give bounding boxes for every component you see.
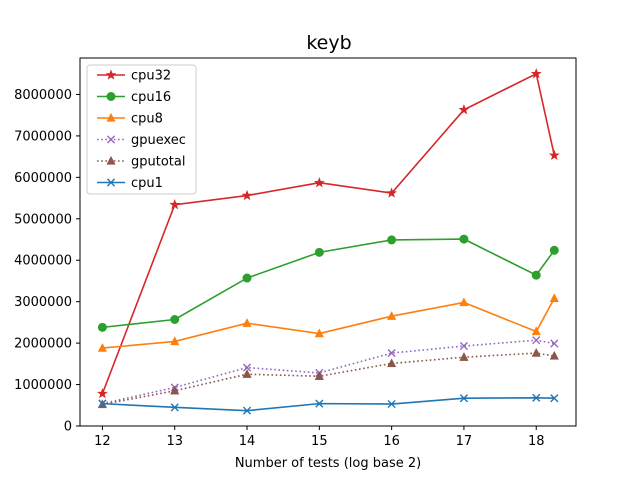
data-point-cpu8: [170, 336, 180, 346]
data-point-cpu16: [97, 322, 107, 332]
x-tick-label: 14: [239, 434, 256, 449]
plot-lines: [101, 72, 556, 412]
data-point-cpu1: [532, 393, 541, 402]
data-point-cpu1: [98, 399, 107, 408]
x-axis: 12 13 14 15 16 17 18: [94, 426, 545, 449]
y-tick-label: 6000000: [14, 171, 72, 186]
legend-marker-gputotal: [106, 155, 116, 165]
x-axis-label: Number of tests (log base 2): [235, 456, 421, 471]
data-point-cpu32: [313, 177, 325, 188]
data-point-cpu8: [549, 293, 559, 303]
series-line-cpu8: [102, 297, 556, 349]
x-tick-label: 15: [311, 434, 328, 449]
y-tick-label: 0: [64, 420, 72, 435]
legend-marker-cpu1: [106, 178, 116, 187]
data-point-gputotal: [459, 352, 469, 361]
legend-marker-cpu16: [106, 92, 116, 101]
data-point-cpu16: [387, 235, 397, 245]
chart-title: keyb: [306, 32, 351, 54]
data-point-cpu32: [97, 388, 108, 399]
x-tick-label: 12: [94, 434, 111, 449]
x-tick-label: 13: [166, 434, 183, 449]
y-tick-label: 5000000: [14, 212, 72, 227]
data-point-gpuexec: [387, 348, 396, 358]
legend-label-cpu8: cpu8: [131, 112, 163, 127]
data-point-gpuexec: [242, 363, 252, 372]
data-point-cpu16: [459, 234, 469, 244]
data-point-cpu8: [97, 342, 108, 352]
x-tick-label: 16: [383, 434, 400, 449]
data-point-cpu8: [387, 311, 397, 320]
data-point-gpuexec: [459, 341, 469, 351]
data-point-cpu32: [241, 189, 253, 201]
data-point-cpu1: [315, 399, 324, 408]
plot-markers: [97, 68, 560, 415]
data-point-cpu32: [530, 68, 542, 79]
data-point-gputotal: [242, 369, 252, 378]
series-line-cpu32: [101, 72, 556, 394]
y-tick-label: 4000000: [14, 254, 72, 269]
data-point-cpu16: [242, 273, 252, 283]
data-point-cpu1: [459, 394, 469, 403]
y-tick-label: 8000000: [14, 88, 72, 103]
data-point-cpu1: [550, 394, 559, 403]
x-tick-label: 17: [456, 434, 473, 449]
data-point-gputotal: [531, 347, 541, 357]
data-point-gputotal: [314, 371, 324, 380]
legend-label-cpu16: cpu16: [131, 90, 171, 105]
y-axis: 0 1000000 2000000 3000000 4000000 5000000 6000…: [14, 88, 80, 435]
series-line-gputotal: [102, 352, 555, 406]
data-point-cpu16: [314, 247, 324, 257]
data-point-gputotal: [549, 350, 559, 360]
data-point-gpuexec: [550, 339, 559, 348]
y-tick-label: 3000000: [14, 295, 72, 310]
data-point-cpu1: [242, 406, 252, 415]
data-point-cpu16: [549, 245, 559, 255]
data-point-cpu8: [531, 326, 541, 336]
data-point-cpu16: [531, 270, 541, 280]
legend-label-cpu1: cpu1: [131, 176, 163, 191]
y-tick-label: 2000000: [14, 337, 72, 352]
legend-label-gputotal: gputotal: [131, 155, 185, 170]
legend: cpu32 cpu16 cpu8 gpuexec gputotal cpu1: [86, 64, 197, 195]
data-point-cpu32: [458, 104, 470, 115]
series-line-cpu16: [102, 238, 555, 329]
legend-frame: [86, 64, 197, 195]
data-point-cpu32: [548, 149, 560, 160]
data-point-cpu8: [242, 318, 252, 327]
x-tick-label: 18: [528, 434, 545, 449]
data-point-cpu32: [169, 199, 181, 210]
legend-marker-cpu8: [106, 112, 116, 122]
data-point-cpu8: [459, 297, 469, 307]
y-tick-label: 7000000: [14, 129, 72, 144]
data-point-cpu32: [386, 187, 398, 198]
legend-marker-cpu32: [105, 69, 117, 80]
data-point-cpu16: [170, 314, 180, 324]
data-point-gputotal: [170, 385, 180, 395]
data-point-cpu1: [170, 403, 179, 412]
legend-label-gpuexec: gpuexec: [131, 133, 186, 148]
series-line-gpuexec: [102, 339, 555, 405]
plot-frame: [79, 57, 577, 427]
data-point-gputotal: [387, 358, 397, 368]
data-point-cpu1: [387, 399, 396, 409]
legend-marker-gpuexec: [106, 135, 116, 144]
data-point-gpuexec: [532, 336, 541, 345]
data-point-cpu8: [314, 328, 324, 338]
legend-label-cpu32: cpu32: [131, 69, 171, 84]
series-line-cpu1: [102, 397, 555, 412]
y-tick-label: 1000000: [14, 378, 72, 393]
